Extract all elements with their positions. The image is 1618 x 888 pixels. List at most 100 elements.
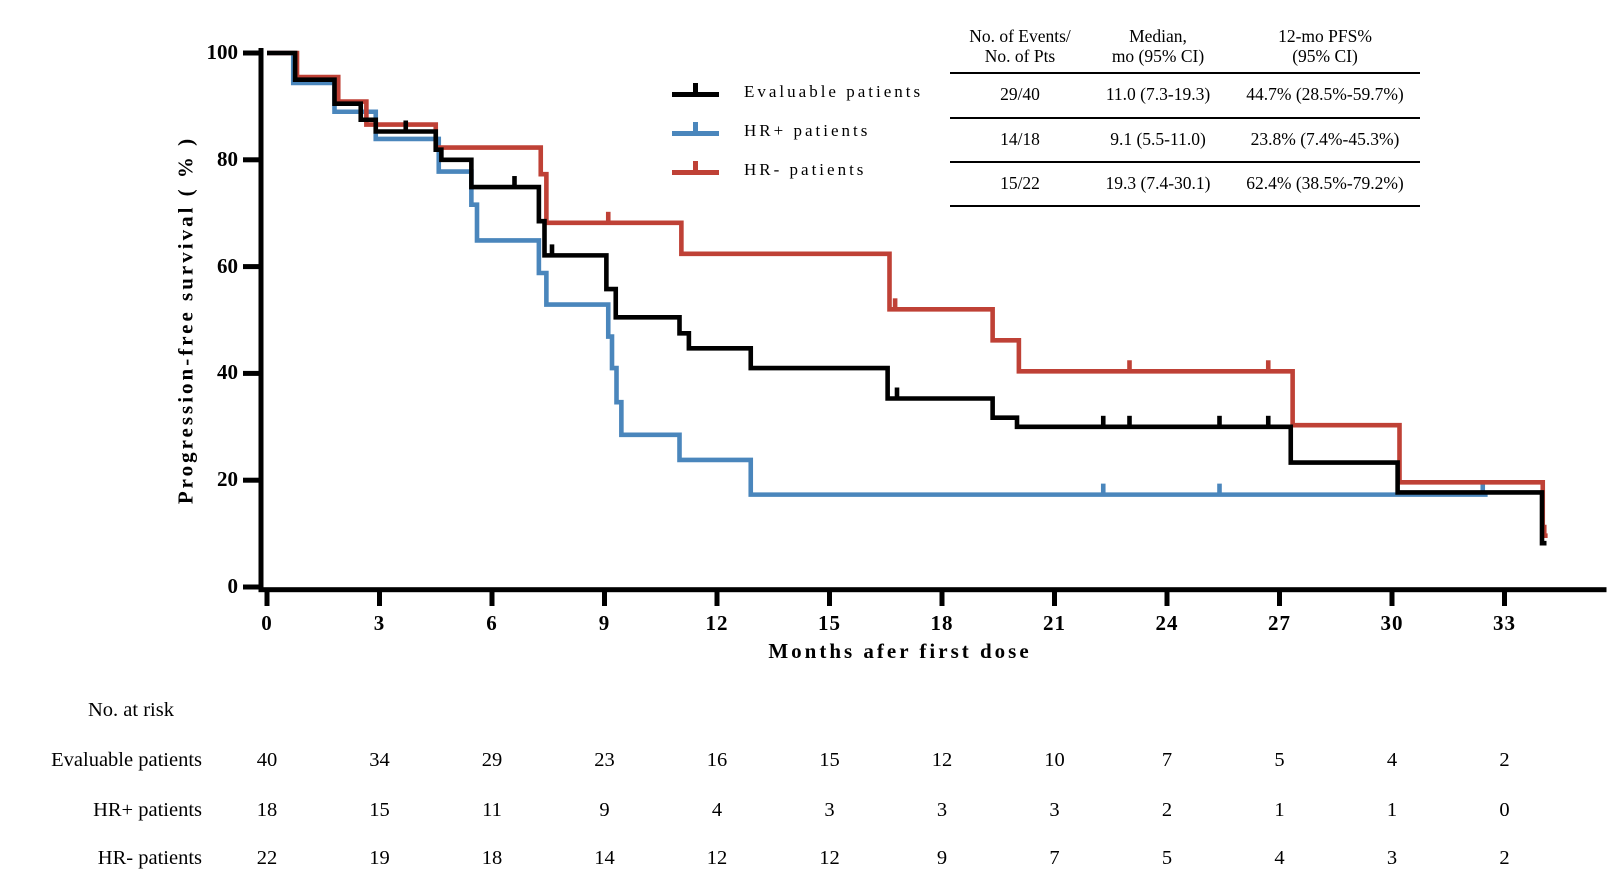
x-tick-label: 9: [598, 611, 611, 635]
y-axis-line: [258, 48, 264, 592]
risk-count: 5: [1161, 847, 1173, 869]
x-tick-mark: [489, 592, 495, 606]
risk-count: 7: [1161, 749, 1173, 771]
km-curve-evaluable-patients: [267, 50, 1547, 546]
risk-count: 19: [369, 847, 390, 869]
km-curve-hr-patients: [267, 50, 1488, 497]
y-tick-label: 60: [217, 253, 238, 278]
y-tick-mark: [243, 584, 260, 590]
x-tick-mark: [377, 592, 382, 606]
stats-value: 62.4% (38.5%-79.2%): [1246, 173, 1404, 193]
x-axis-title: Months afer first dose: [768, 639, 1032, 663]
risk-count: 12: [819, 847, 840, 869]
legend-label: HR+ patients: [744, 121, 871, 140]
x-tick-label: 0: [261, 611, 273, 635]
risk-count: 1: [1386, 799, 1398, 821]
x-tick-label: 30: [1380, 611, 1404, 635]
stats-header: No. of Events/No. of Pts: [969, 26, 1071, 66]
x-tick-label: 24: [1155, 611, 1179, 635]
legend-censor-tick: [693, 161, 698, 173]
legend-label: Evaluable patients: [744, 82, 924, 101]
risk-count: 10: [1044, 749, 1065, 771]
risk-count: 2: [1161, 799, 1173, 821]
y-axis-title: Progression-free survival ( % ): [173, 135, 198, 505]
x-tick-label: 18: [930, 611, 954, 635]
risk-count: 18: [481, 847, 503, 869]
stats-value: 19.3 (7.4-30.1): [1105, 173, 1211, 193]
risk-count: 9: [599, 799, 610, 821]
x-tick-mark: [264, 592, 270, 606]
stats-table-rule: [950, 161, 1420, 163]
stats-value: 29/40: [1000, 84, 1040, 104]
risk-count: 4: [1386, 749, 1398, 771]
stats-header-line: No. of Events/: [969, 26, 1071, 46]
x-tick-label: 12: [705, 611, 729, 635]
risk-count: 23: [594, 749, 615, 771]
risk-count: 18: [256, 799, 278, 821]
risk-count: 34: [369, 749, 390, 771]
risk-count: 7: [1049, 847, 1060, 869]
y-tick-label: 80: [217, 146, 238, 171]
risk-count: 1: [1274, 799, 1285, 821]
risk-count: 22: [256, 847, 278, 869]
x-tick-label: 33: [1493, 611, 1516, 635]
x-tick-mark: [602, 592, 607, 606]
y-tick-label: 100: [206, 40, 239, 64]
legend-label: HR- patients: [744, 160, 867, 179]
y-tick-mark: [243, 477, 260, 483]
legend-censor-tick: [693, 83, 698, 95]
stats-value: 9.1 (5.5-11.0): [1110, 129, 1206, 149]
y-tick-mark: [243, 370, 260, 376]
stats-table-rule: [950, 205, 1420, 207]
risk-count: 12: [931, 749, 953, 771]
legend-censor-tick: [693, 122, 698, 134]
stats-header: Median, mo (95% CI): [1112, 26, 1204, 66]
risk-row-label: HR- patients: [97, 847, 202, 869]
risk-count: 0: [1499, 799, 1510, 821]
x-tick-label: 27: [1268, 611, 1291, 635]
stats-value: 44.7% (28.5%-59.7%): [1246, 84, 1404, 104]
stats-header-line: (95% CI): [1292, 46, 1358, 66]
y-tick-mark: [243, 264, 260, 270]
x-axis-line: [258, 587, 1607, 593]
risk-count: 15: [369, 799, 390, 821]
legend-item: Evaluable patients: [672, 80, 1052, 104]
x-tick-label: 3: [373, 611, 386, 635]
risk-count: 9: [936, 847, 948, 869]
stats-value: 14/18: [1000, 129, 1040, 149]
risk-count: 40: [256, 749, 278, 771]
risk-count: 4: [1274, 847, 1285, 869]
risk-count: 3: [936, 799, 948, 821]
risk-table-title: No. at risk: [88, 699, 174, 721]
risk-row-label: Evaluable patients: [51, 749, 202, 771]
x-tick-mark: [1277, 592, 1282, 606]
x-tick-mark: [1164, 592, 1170, 606]
risk-count: 12: [706, 847, 728, 869]
stats-value: 23.8% (7.4%-45.3%): [1250, 129, 1400, 149]
risk-count: 3: [824, 799, 835, 821]
risk-count: 4: [711, 799, 723, 821]
stats-table-rule: [950, 72, 1420, 74]
stats-table-rule: [950, 117, 1420, 119]
x-tick-mark: [1389, 592, 1395, 606]
x-tick-label: 6: [486, 611, 498, 635]
risk-count: 5: [1274, 749, 1285, 771]
y-tick-mark: [243, 50, 260, 56]
legend-item: HR- patients: [672, 158, 1052, 182]
risk-count: 3: [1049, 799, 1060, 821]
stats-header-line: Median,: [1129, 26, 1187, 46]
risk-count: 2: [1499, 847, 1510, 869]
x-tick-label: 21: [1043, 611, 1066, 635]
risk-count: 2: [1499, 749, 1510, 771]
y-tick-label: 20: [217, 467, 238, 492]
stats-header-line: mo (95% CI): [1111, 46, 1205, 66]
y-tick-mark: [243, 157, 260, 163]
risk-count: 15: [819, 749, 840, 771]
risk-row-label: HR+ patients: [93, 799, 202, 821]
stats-header-line: No. of Pts: [984, 46, 1056, 66]
stats-header-line: 12-mo PFS%: [1278, 26, 1372, 46]
y-tick-label: 40: [217, 360, 238, 385]
x-tick-label: 15: [818, 611, 841, 635]
